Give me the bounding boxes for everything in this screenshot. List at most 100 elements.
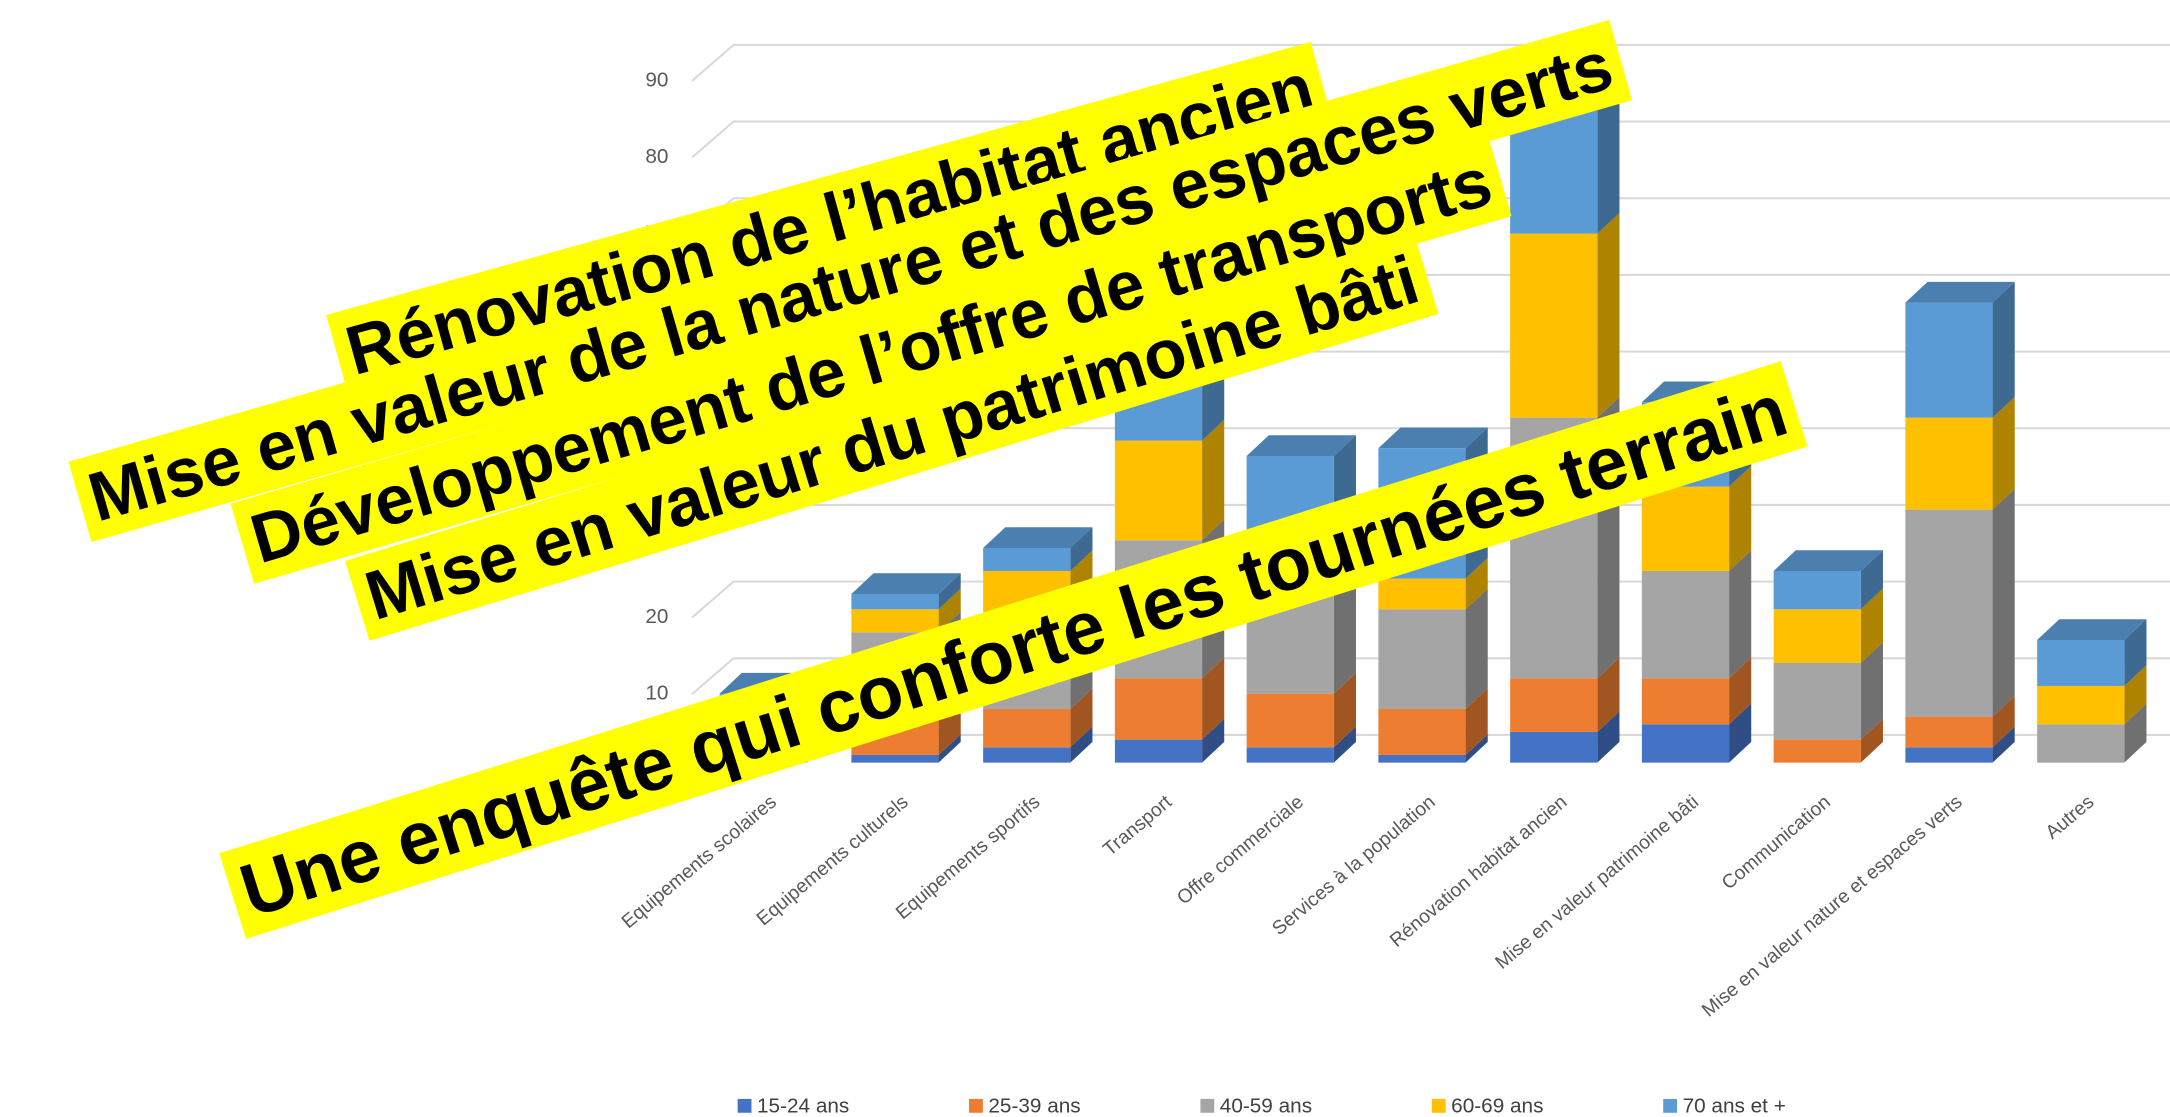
x-tick-label: Equipements sportifs	[892, 791, 1045, 924]
legend-swatch	[1200, 1098, 1215, 1113]
bar-side	[1597, 711, 1620, 763]
bar-side	[1070, 688, 1093, 748]
y-tick-label: 20	[645, 605, 668, 628]
banner-background	[219, 361, 1808, 939]
bar-segment	[1378, 578, 1466, 610]
legend-swatch	[1663, 1098, 1678, 1113]
legend-label: 40-59 ans	[1220, 1095, 1312, 1117]
bar-side	[1860, 642, 1883, 740]
bar-side	[2124, 703, 2147, 763]
bar-segment	[1246, 747, 1334, 763]
bar-side	[938, 734, 961, 763]
bar-side	[1333, 672, 1356, 748]
bar-side	[1202, 657, 1225, 740]
bar-side	[1729, 703, 1752, 763]
bar-segment	[851, 609, 939, 633]
bar-segment	[1114, 739, 1203, 763]
bar-side	[1992, 281, 2015, 418]
y-tick-label: 80	[645, 145, 668, 168]
grid-line	[691, 120, 2170, 159]
bar-side	[1860, 550, 1883, 610]
bar-top	[1773, 550, 1883, 571]
bar-segment	[1114, 440, 1203, 541]
bar-segment	[1773, 662, 1861, 740]
bar-top	[2037, 619, 2147, 640]
y-tick-label: 10	[645, 682, 668, 705]
bar-segment	[1905, 509, 1993, 717]
bar-side	[1070, 726, 1093, 763]
bar-segment	[1905, 417, 1993, 510]
bar-segment	[1641, 486, 1730, 571]
bar-side	[1597, 212, 1620, 418]
bar-side	[1465, 557, 1488, 610]
bar-top	[1246, 435, 1356, 456]
bar-segment	[851, 593, 939, 610]
legend-label: 60-69 ans	[1451, 1095, 1543, 1117]
bar-side	[1465, 588, 1488, 709]
bar-segment	[1641, 570, 1730, 679]
legend-label: 25-39 ans	[988, 1095, 1080, 1117]
bar-side	[1202, 419, 1225, 541]
bar-top	[983, 527, 1093, 548]
bar-side	[1465, 688, 1488, 755]
bar-segment	[1510, 233, 1598, 418]
x-tick-label: Autres	[2041, 791, 2098, 844]
bar-segment	[2037, 685, 2125, 725]
bar-segment	[2037, 724, 2125, 763]
bar-segment	[983, 547, 1071, 571]
banner-background	[345, 233, 1439, 641]
bar-side	[1202, 718, 1225, 763]
x-tick-label: Equipements culturels	[753, 791, 913, 930]
bar-segment	[983, 747, 1071, 763]
bar-top	[851, 573, 961, 594]
legend-swatch	[737, 1098, 752, 1113]
legend-swatch	[1431, 1098, 1446, 1113]
legend-swatch	[969, 1098, 983, 1113]
bar-segment	[1773, 570, 1861, 610]
bar-segment	[2037, 639, 2125, 686]
bar-segment	[1114, 678, 1203, 740]
bar-top	[1378, 427, 1488, 449]
bar-segment	[1510, 731, 1598, 763]
legend-label: 15-24 ans	[757, 1095, 849, 1117]
bar-segment	[1246, 693, 1334, 748]
bar-segment	[1641, 724, 1730, 763]
bar-segment	[1510, 678, 1598, 732]
bar-side	[1597, 657, 1620, 732]
banner-background	[230, 135, 1512, 584]
bar-segment	[983, 708, 1071, 748]
bar-side	[1070, 527, 1093, 571]
bar-side	[1597, 90, 1620, 234]
bar-side	[1992, 695, 2015, 748]
bar-segment	[1773, 739, 1861, 763]
bar-segment	[1905, 747, 1993, 763]
grid-line	[691, 43, 2170, 82]
bar-side	[938, 588, 961, 633]
bar-segment	[1905, 302, 1993, 418]
banner-background	[68, 19, 1633, 542]
bar-segment	[1773, 609, 1861, 663]
bar-side	[2124, 619, 2147, 686]
x-tick-label: Communication	[1718, 791, 1835, 894]
bar-side	[1202, 366, 1225, 441]
bar-segment	[1905, 716, 1993, 748]
bar-side	[1992, 396, 2015, 510]
x-tick-label: Offre commerciale	[1173, 791, 1308, 909]
bar-side	[1860, 588, 1883, 663]
bar-side	[1860, 718, 1883, 763]
bar-side	[1729, 550, 1752, 679]
bar-segment	[1378, 754, 1466, 763]
bar-segment	[1641, 678, 1730, 725]
bar-segment	[851, 754, 939, 763]
bar-top	[1905, 281, 2015, 303]
bar-segment	[1378, 708, 1466, 755]
x-tick-label: Transport	[1099, 790, 1177, 860]
bar-side	[1729, 465, 1752, 571]
bar-segment	[1510, 110, 1598, 234]
bar-side	[1992, 726, 2015, 763]
y-tick-label: 90	[645, 68, 668, 91]
bar-side	[2124, 665, 2147, 725]
x-tick-label: Mise en valeur nature et espaces verts	[1698, 791, 1967, 1022]
bar-side	[1465, 734, 1488, 763]
